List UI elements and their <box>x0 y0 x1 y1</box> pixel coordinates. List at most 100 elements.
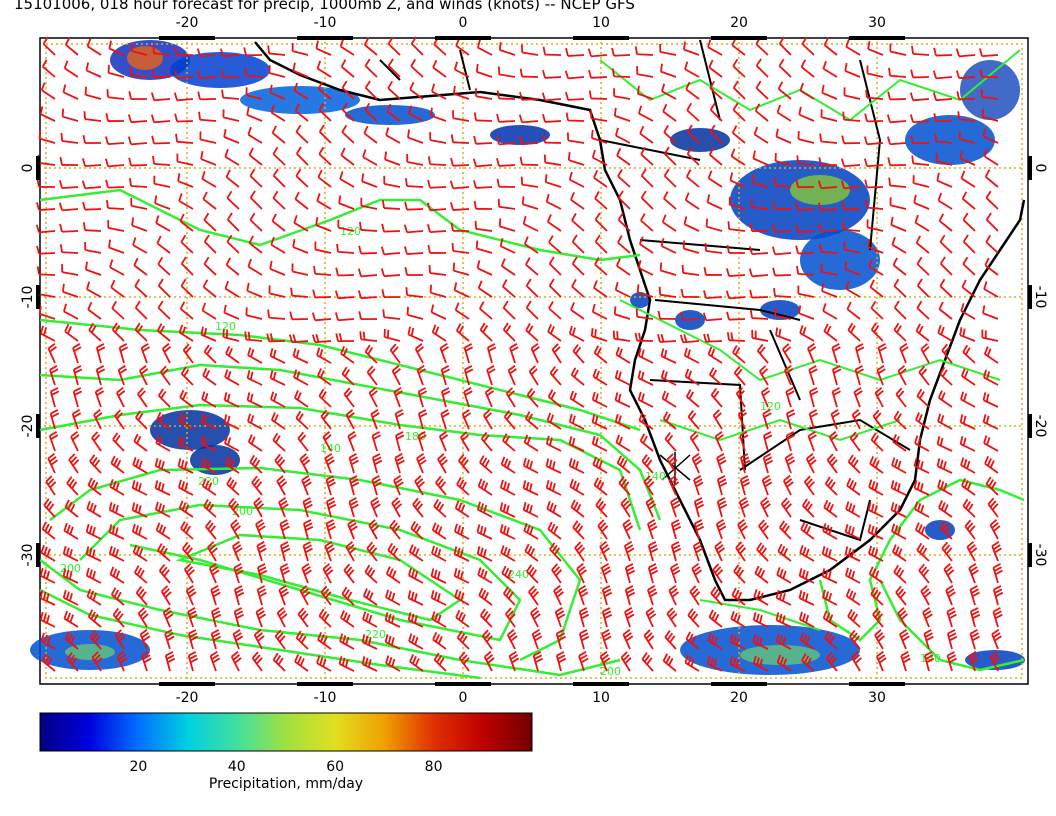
wind-barb <box>164 651 176 672</box>
axis-tick-mark <box>159 36 215 40</box>
wind-barb <box>253 629 265 650</box>
wind-barb <box>685 81 700 100</box>
wind-barb <box>39 567 56 584</box>
wind-barb <box>933 113 953 123</box>
wind-barb <box>452 85 470 100</box>
wind-barb <box>499 238 516 254</box>
wind-barb <box>316 347 332 364</box>
wind-barb <box>320 409 332 430</box>
wind-barb <box>547 389 562 408</box>
wind-barb <box>182 541 194 562</box>
wind-barb <box>479 455 493 474</box>
wind-barb <box>294 103 309 122</box>
wind-barb <box>543 154 562 166</box>
wind-barb <box>622 628 634 650</box>
wind-barb <box>410 58 424 78</box>
wind-barb <box>890 502 907 518</box>
wind-barb <box>341 124 355 144</box>
wind-barb <box>728 196 746 210</box>
wind-barb <box>843 241 861 254</box>
wind-barb <box>663 146 677 166</box>
wind-barb <box>636 284 654 298</box>
wind-barb <box>358 245 378 255</box>
wind-barb <box>752 634 769 650</box>
wind-barb <box>156 323 171 342</box>
contour-label: 140 <box>920 652 941 665</box>
wind-barb <box>956 91 976 100</box>
wind-barb <box>578 651 589 672</box>
axis-tick-mark <box>435 682 491 686</box>
wind-barb <box>36 266 56 276</box>
wind-barb <box>775 633 792 650</box>
wind-barb <box>451 242 470 254</box>
wind-barb <box>755 80 769 100</box>
wind-barb <box>162 606 174 628</box>
wind-barb <box>104 158 125 168</box>
wind-barb <box>591 414 608 430</box>
axis-tick-mark <box>36 156 40 180</box>
wind-barb <box>183 563 195 584</box>
wind-barb <box>785 409 796 430</box>
wind-barb <box>345 409 355 430</box>
wind-barb <box>542 113 562 123</box>
wind-barb <box>892 434 907 452</box>
wind-barb <box>295 168 309 188</box>
wind-barb <box>872 409 884 430</box>
wind-barb <box>799 632 815 650</box>
wind-barb <box>520 176 539 188</box>
wind-barb <box>454 589 470 606</box>
wind-barb <box>278 496 289 518</box>
wind-barb <box>592 456 608 474</box>
wind-barb <box>519 68 539 78</box>
wind-barb <box>692 541 704 562</box>
wind-barb <box>272 168 286 188</box>
wind-barb <box>636 66 654 78</box>
wind-barb <box>864 113 884 123</box>
wind-barb <box>151 69 171 79</box>
wind-barb <box>187 651 199 672</box>
wind-barb <box>160 585 172 606</box>
wind-barb <box>155 435 171 452</box>
wind-barb <box>225 257 240 276</box>
wind-barb <box>180 278 194 298</box>
wind-barb <box>702 312 723 322</box>
wind-barb <box>270 104 286 122</box>
wind-barb <box>612 330 631 342</box>
wind-barb <box>936 172 953 188</box>
wind-barb <box>110 279 125 298</box>
wind-barb <box>525 278 539 298</box>
wind-barb <box>244 331 263 342</box>
wind-barb <box>670 519 682 540</box>
wind-barb <box>363 588 378 606</box>
wind-barb <box>867 238 884 254</box>
wind-barb <box>716 475 728 496</box>
wind-barb <box>473 200 493 210</box>
wind-barb <box>752 150 769 166</box>
wind-barb <box>455 609 470 628</box>
wind-barb <box>338 195 355 210</box>
wind-barb <box>294 390 309 408</box>
axis-tick-mark <box>711 682 767 686</box>
wind-barb <box>174 47 194 57</box>
wind-barb <box>35 224 56 234</box>
wind-barb <box>336 243 355 254</box>
wind-barb <box>737 519 748 540</box>
wind-barb <box>890 480 907 496</box>
wind-barb <box>955 70 976 80</box>
wind-barb <box>739 431 749 452</box>
wind-barb <box>620 651 632 672</box>
wind-barb <box>279 541 291 562</box>
wind-barb <box>709 124 723 144</box>
wind-barb <box>634 332 654 342</box>
wind-barb <box>687 410 700 430</box>
wind-barb <box>60 132 79 144</box>
wind-barb <box>317 632 332 650</box>
wind-barb <box>574 541 586 562</box>
wind-barb <box>431 611 447 628</box>
wind-barb <box>361 656 378 672</box>
wind-barb <box>962 344 976 364</box>
wind-barb <box>84 242 102 254</box>
wind-barb <box>179 301 194 320</box>
wind-barb <box>571 213 585 232</box>
